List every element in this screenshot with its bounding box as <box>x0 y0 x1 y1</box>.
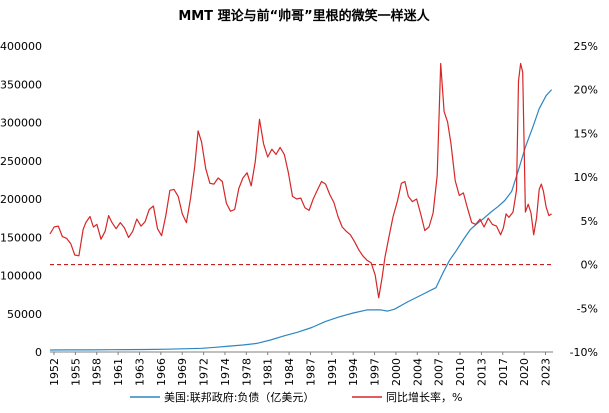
legend-label: 美国:联邦政府:负债（亿美元） <box>164 390 314 404</box>
x-tick-label: 1994 <box>347 358 360 386</box>
x-tick-label: 2007 <box>433 358 446 386</box>
axes: 1952 1955 1958 1961 1963 1966 1969 1972 1974 1978… <box>0 40 598 386</box>
series-line-yoy-growth <box>49 62 552 299</box>
right-tick-label: 10% <box>574 171 598 184</box>
right-tick-label: 0% <box>581 259 598 272</box>
x-tick-label: 1981 <box>262 358 275 386</box>
left-tick-label: 150000 <box>0 231 42 244</box>
right-tick-label: 5% <box>581 215 598 228</box>
x-tick-label: 1987 <box>304 358 317 386</box>
x-tick-label: 1984 <box>283 358 296 386</box>
left-tick-label: 50000 <box>7 308 42 321</box>
x-tick-label: 1963 <box>133 358 146 386</box>
x-tick-label: 1952 <box>48 358 61 386</box>
x-tick-label: 2013 <box>475 358 488 386</box>
x-tick-label: 1958 <box>91 358 104 386</box>
x-tick-label: 1978 <box>240 358 253 386</box>
right-tick-label: -10% <box>570 346 598 359</box>
right-tick-label: 25% <box>574 40 598 53</box>
x-tick-label: 2020 <box>518 358 531 386</box>
x-tick-label: 1969 <box>176 358 189 386</box>
left-tick-label: 300000 <box>0 117 42 130</box>
right-tick-label: 15% <box>574 127 598 140</box>
x-tick-label: 1972 <box>198 358 211 386</box>
left-tick-label: 100000 <box>0 270 42 283</box>
right-tick-label: -5% <box>577 302 598 315</box>
x-tick-label: 2023 <box>540 358 553 386</box>
chart-title: MMT 理论与前“帅哥”里根的微笑一样迷人 <box>178 8 430 24</box>
left-tick-label: 0 <box>35 346 42 359</box>
x-tick-label: 2004 <box>411 358 424 386</box>
right-tick-label: 20% <box>574 84 598 97</box>
left-tick-label: 350000 <box>0 78 42 91</box>
x-tick-label: 1966 <box>155 358 168 386</box>
legend-label: 同比增长率，% <box>386 390 462 404</box>
series-line-federal-debt <box>49 89 553 351</box>
x-tick-label: 1997 <box>369 358 382 386</box>
x-tick-label: 1961 <box>112 358 125 386</box>
series-layer <box>49 62 553 351</box>
x-tick-label: 1991 <box>326 358 339 386</box>
x-tick-label: 2017 <box>497 358 510 386</box>
x-tick-label: 2000 <box>390 358 403 386</box>
x-tick-label: 1955 <box>69 358 82 386</box>
x-tick-label: 2010 <box>454 358 467 386</box>
left-tick-label: 400000 <box>0 40 42 53</box>
left-tick-label: 200000 <box>0 193 42 206</box>
left-tick-label: 250000 <box>0 155 42 168</box>
legend: 美国:联邦政府:负债（亿美元） 同比增长率，% <box>130 390 462 404</box>
x-tick-label: 1974 <box>219 358 232 386</box>
